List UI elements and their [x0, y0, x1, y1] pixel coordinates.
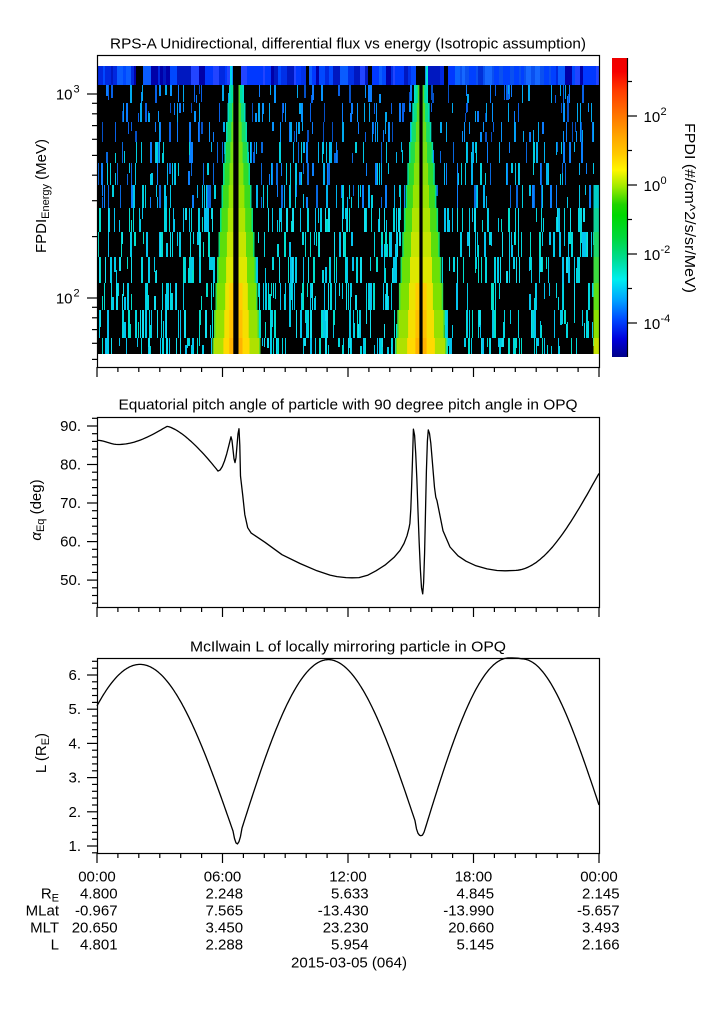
- svg-text:80.: 80.: [60, 457, 81, 474]
- svg-text:20.660: 20.660: [448, 920, 494, 937]
- svg-text:2.: 2.: [68, 804, 81, 821]
- svg-text:00:00: 00:00: [78, 869, 116, 886]
- svg-text:50.: 50.: [60, 572, 81, 589]
- svg-text:23.230: 23.230: [323, 920, 369, 937]
- svg-text:3.450: 3.450: [206, 920, 244, 937]
- svg-text:10: 10: [56, 291, 73, 308]
- svg-text:-4: -4: [661, 313, 671, 325]
- svg-text:10: 10: [644, 247, 661, 264]
- svg-text:4.800: 4.800: [80, 886, 118, 903]
- svg-text:-5.657: -5.657: [577, 903, 620, 920]
- svg-text:2.166: 2.166: [582, 937, 620, 954]
- svg-text:06:00: 06:00: [204, 869, 242, 886]
- svg-text:-13.990: -13.990: [443, 903, 494, 920]
- svg-text:2: 2: [74, 288, 80, 300]
- svg-text:2.145: 2.145: [582, 886, 620, 903]
- svg-text:-0.967: -0.967: [75, 903, 118, 920]
- svg-text:20.650: 20.650: [72, 920, 118, 937]
- svg-text:10: 10: [56, 87, 73, 104]
- svg-text:Equatorial pitch angle of part: Equatorial pitch angle of particle with …: [119, 397, 578, 414]
- svg-text:70.: 70.: [60, 495, 81, 512]
- svg-text:10: 10: [644, 109, 661, 126]
- svg-text:2: 2: [661, 106, 667, 118]
- svg-text:5.: 5.: [68, 701, 81, 718]
- svg-text:5.145: 5.145: [457, 937, 495, 954]
- svg-text:3.: 3.: [68, 770, 81, 787]
- svg-text:60.: 60.: [60, 534, 81, 551]
- svg-text:7.565: 7.565: [206, 903, 244, 920]
- svg-text:0: 0: [661, 175, 667, 187]
- svg-text:2.288: 2.288: [206, 937, 244, 954]
- svg-text:McIlwain L of locally mirrorin: McIlwain L of locally mirroring particle…: [190, 639, 506, 656]
- svg-text:12:00: 12:00: [329, 869, 367, 886]
- svg-text:5.954: 5.954: [331, 937, 369, 954]
- svg-text:3: 3: [74, 84, 80, 96]
- svg-text:10: 10: [644, 178, 661, 195]
- svg-text:αEq (deg): αEq (deg): [28, 479, 47, 540]
- svg-text:6.: 6.: [68, 667, 81, 684]
- svg-text:18:00: 18:00: [455, 869, 493, 886]
- svg-text:MLT: MLT: [30, 920, 59, 937]
- svg-text:4.: 4.: [68, 735, 81, 752]
- svg-text:FPDIEnergy (MeV): FPDIEnergy (MeV): [33, 139, 52, 253]
- svg-text:-13.430: -13.430: [318, 903, 369, 920]
- svg-text:2015-03-05 (064): 2015-03-05 (064): [291, 955, 407, 972]
- svg-text:5.633: 5.633: [331, 886, 369, 903]
- svg-text:4.845: 4.845: [457, 886, 495, 903]
- svg-text:1.: 1.: [68, 838, 81, 855]
- svg-text:90.: 90.: [60, 418, 81, 435]
- svg-text:4.801: 4.801: [80, 937, 118, 954]
- svg-text:RPS-A Unidirectional, differen: RPS-A Unidirectional, differential flux …: [110, 36, 586, 53]
- svg-text:L: L: [51, 937, 59, 954]
- svg-text:10: 10: [644, 316, 661, 333]
- svg-text:2.248: 2.248: [206, 886, 244, 903]
- svg-text:MLat: MLat: [26, 903, 60, 920]
- svg-text:FPDI (#/cm^2/s/sr/MeV): FPDI (#/cm^2/s/sr/MeV): [681, 123, 698, 293]
- svg-text:-2: -2: [661, 244, 671, 256]
- svg-text:00:00: 00:00: [580, 869, 618, 886]
- svg-text:3.493: 3.493: [582, 920, 620, 937]
